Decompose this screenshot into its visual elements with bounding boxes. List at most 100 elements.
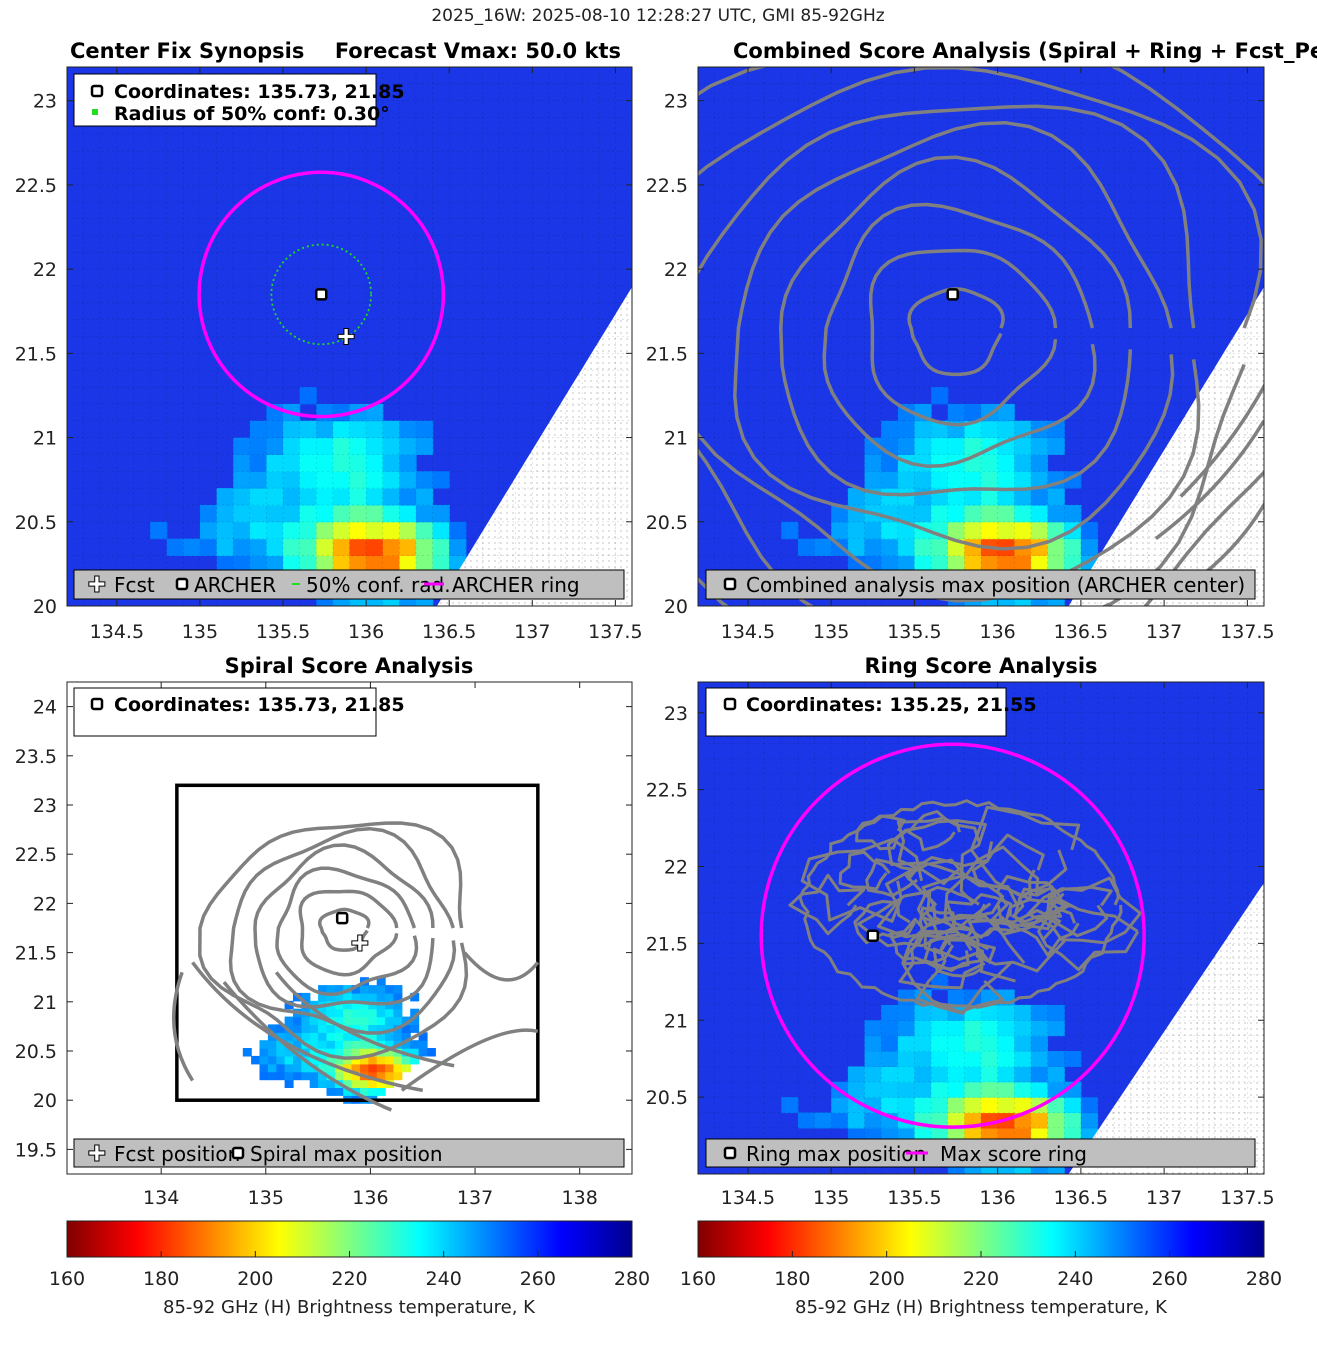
tb-pixel [382,521,400,540]
tb-pixel [351,1048,361,1057]
tb-pixel [997,504,1015,523]
tb-pixel [366,403,384,422]
tb-pixel [864,1112,882,1129]
tb-pixel [897,1020,915,1037]
panel-spiral-score: Spiral Score Analysis ✚ 134 135 136 137 1381… [15,654,633,1209]
tb-pixel [1047,488,1065,506]
tb-pixel [293,1063,302,1073]
score-contour [788,873,866,936]
y-tick-label: 23 [664,91,688,113]
tb-pixel [981,1004,999,1021]
tb-pixel [399,504,417,523]
tb-pixel [864,521,882,540]
panel1-plot-area: ✚ [67,67,632,606]
tb-pixel [401,1024,411,1033]
legend-spiral-max: Spiral max position [250,1142,443,1166]
tb-pixel [216,555,234,573]
tb-pixel [997,1051,1015,1067]
tb-pixel [316,521,334,540]
x-tick-label: 137.5 [1220,621,1274,643]
colorbar-tick-label: 240 [1057,1268,1093,1290]
tb-pixel [931,1020,949,1037]
x-tick-label: 138 [562,1187,598,1209]
panel1-title: Center Fix Synopsis [70,39,304,63]
panel1-title-vmax: Forecast Vmax: 50.0 kts [335,39,621,63]
tb-pixel [326,1008,336,1018]
tb-pixel [284,1071,294,1081]
y-tick-label: 22 [664,857,688,879]
tb-pixel [343,1008,353,1018]
y-tick-label: 22 [33,893,57,915]
tb-pixel [249,538,267,556]
tb-pixel [797,538,816,556]
legend-ring-max: Ring max position [746,1142,926,1166]
tb-pixel [1047,1004,1065,1021]
tb-pixel [199,521,218,540]
colorbar-tick-label: 180 [774,1268,810,1290]
tb-pixel [366,538,384,556]
tb-pixel [814,1112,832,1129]
score-contour [1037,892,1140,972]
tb-pixel [897,1066,915,1083]
tb-pixel [349,538,367,556]
tb-pixel [351,1079,361,1088]
tb-pixel [343,1079,353,1088]
tb-pixel [382,471,400,489]
tb-pixel [399,488,417,506]
tb-pixel [249,420,267,439]
tb-pixel [382,538,400,556]
tb-pixel [393,985,403,994]
tb-pixel [276,1048,286,1057]
tb-pixel [847,1066,865,1083]
tb-pixel [318,992,328,1002]
tb-pixel [259,1040,269,1049]
tb-pixel [947,403,965,422]
tb-pixel [399,437,417,455]
score-contour [1204,501,1264,574]
tb-pixel [301,992,311,1002]
tb-pixel [216,538,234,556]
tb-pixel [334,1016,344,1026]
tb-pixel [864,437,882,455]
tb-pixel [326,985,336,994]
tb-pixel [947,504,965,523]
tb-pixel [997,1035,1015,1052]
score-contour [222,981,393,1112]
tb-pixel [166,538,184,556]
tb-pixel [276,1063,286,1073]
score-contour [943,845,1065,936]
tb-pixel [368,992,378,1002]
tb-pixel [418,1032,428,1041]
score-contour [800,837,924,923]
tb-pixel [360,1087,369,1096]
tb-pixel [249,504,267,523]
tb-pixel [399,420,417,439]
tb-pixel [251,1055,261,1065]
tb-pixel [316,504,334,523]
panel4-legend: Ring max position Max score ring [705,1138,1256,1168]
tb-pixel [997,488,1015,506]
tb-pixel [332,454,351,472]
tb-pixel [283,454,301,472]
tb-pixel [964,488,982,506]
tb-pixel [349,454,367,472]
colorbar-tick-label: 200 [869,1268,905,1290]
colorbar-tick-label: 280 [614,1268,650,1290]
legend-max-score-ring: Max score ring [940,1142,1087,1166]
tb-pixel [249,471,267,489]
tb-pixel [418,1040,428,1049]
score-contour [191,961,424,1093]
tb-pixel [997,1020,1015,1037]
tb-pixel [432,538,450,556]
x-tick-label: 137.5 [588,621,642,643]
tb-pixel [1030,1004,1049,1021]
panel4-coordinates: Coordinates: 135.25, 21.55 [746,694,1037,716]
tb-pixel [249,437,267,455]
tb-pixel [276,1040,286,1049]
tb-pixel [914,437,932,455]
tb-pixel [947,1035,965,1052]
tb-pixel [781,521,799,540]
tb-pixel [931,1035,949,1052]
tb-pixel [997,1097,1015,1114]
tb-pixel [449,538,467,556]
